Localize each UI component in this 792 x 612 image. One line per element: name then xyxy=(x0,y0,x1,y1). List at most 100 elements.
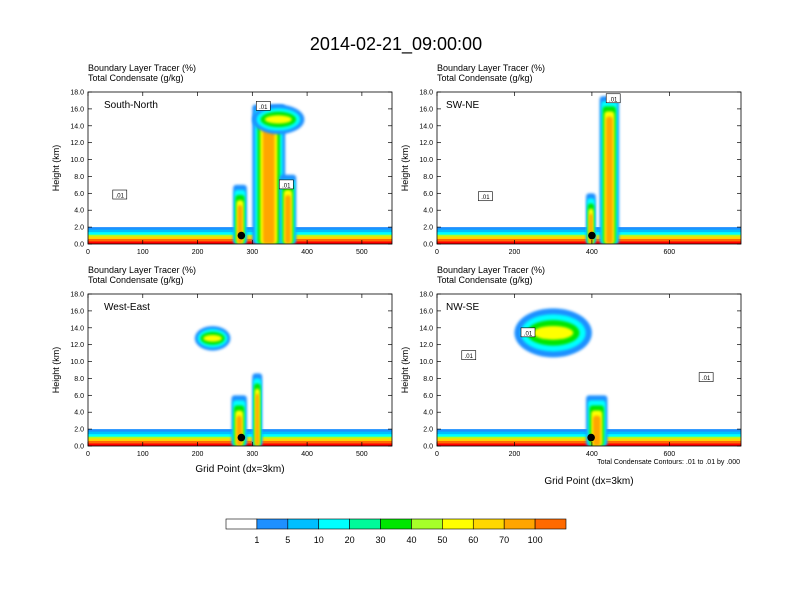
x-tick-label: 100 xyxy=(137,451,149,458)
plot-frame xyxy=(436,293,742,447)
panel-title: NW-SE xyxy=(446,302,479,313)
x-axis-label: Grid Point (dx=3km) xyxy=(195,464,284,475)
x-tick-label: 400 xyxy=(586,451,598,458)
y-tick-label: 8.0 xyxy=(423,174,433,181)
panel-subtitle-1: Boundary Layer Tracer (%) xyxy=(88,265,196,275)
plume-layer xyxy=(284,195,291,244)
plot-frame xyxy=(87,91,393,245)
colorbar-swatch xyxy=(225,518,258,530)
y-tick-label: 6.0 xyxy=(74,393,84,400)
y-tick-label: 14.0 xyxy=(70,325,84,332)
contour-label-box xyxy=(478,191,493,202)
colorbar-label: 1 xyxy=(254,535,259,545)
x-tick-label: 600 xyxy=(664,249,676,256)
y-tick-label: 2.0 xyxy=(423,225,433,232)
contour-label: .01 xyxy=(282,183,291,189)
x-tick-label: 400 xyxy=(586,249,598,256)
x-tick-label: 200 xyxy=(509,249,521,256)
x-tick-label: 200 xyxy=(509,451,521,458)
panel-title: South-North xyxy=(104,100,158,111)
y-tick-label: 8.0 xyxy=(74,174,84,181)
y-tick-label: 6.0 xyxy=(423,393,433,400)
panel-subtitle-1: Boundary Layer Tracer (%) xyxy=(88,63,196,73)
x-tick-label: 200 xyxy=(192,249,204,256)
x-tick-label: 0 xyxy=(435,451,439,458)
plot-area: .01 .01 0.0 2.0 4.0 6.0 8.0 10.0 12.0 14.0 16.0 18.… xyxy=(419,90,742,256)
plot-frame xyxy=(87,293,393,447)
y-tick-label: 18.0 xyxy=(419,292,433,299)
colorbar-label: 30 xyxy=(376,535,386,545)
plot-area: .01 .01 .01 0.0 2.0 4.0 6.0 8.0 10.0 12.0 14.0 16.0… xyxy=(70,90,393,256)
y-tick-label: 12.0 xyxy=(419,342,433,349)
plume-layer xyxy=(589,213,593,244)
anvil-layer xyxy=(533,325,574,340)
x-tick-label: 100 xyxy=(137,249,149,256)
y-tick-label: 0.0 xyxy=(423,444,433,451)
y-tick-label: 4.0 xyxy=(423,410,433,417)
y-tick-label: 14.0 xyxy=(70,123,84,130)
x-tick-label: 400 xyxy=(301,249,313,256)
colorbar-swatch xyxy=(256,518,289,530)
colorbar-label: 70 xyxy=(499,535,509,545)
x-tick-label: 300 xyxy=(246,451,258,458)
panel-subtitle-1: Boundary Layer Tracer (%) xyxy=(437,265,545,275)
y-tick-label: 0.0 xyxy=(74,242,84,249)
y-tick-label: 2.0 xyxy=(74,225,84,232)
y-tick-label: 14.0 xyxy=(419,123,433,130)
y-tick-label: 6.0 xyxy=(74,191,84,198)
surface-marker xyxy=(237,433,246,442)
y-tick-label: 18.0 xyxy=(419,90,433,97)
contour-label: .01 xyxy=(481,195,490,201)
y-tick-label: 2.0 xyxy=(74,427,84,434)
panel-title: SW-NE xyxy=(446,100,479,111)
plot-content xyxy=(88,326,392,446)
colorbar-label: 100 xyxy=(528,535,543,545)
colorbar-swatch xyxy=(411,518,443,530)
y-axis-label: Height (km) xyxy=(51,347,61,394)
x-tick-label: 400 xyxy=(301,451,313,458)
colorbar-label: 10 xyxy=(314,535,324,545)
figure-title: 2014-02-21_09:00:00 xyxy=(310,34,482,55)
y-tick-label: 4.0 xyxy=(74,208,84,215)
y-tick-label: 10.0 xyxy=(70,359,84,366)
colorbar-swatch xyxy=(349,518,381,530)
colorbar-label: 40 xyxy=(406,535,416,545)
plot-content xyxy=(437,96,741,244)
panel-subtitle-1: Boundary Layer Tracer (%) xyxy=(437,63,545,73)
y-tick-label: 8.0 xyxy=(74,376,84,383)
plume-layer xyxy=(236,415,242,446)
x-tick-label: 500 xyxy=(356,249,368,256)
y-tick-label: 14.0 xyxy=(419,325,433,332)
colorbar-swatch xyxy=(534,518,567,530)
y-tick-label: 4.0 xyxy=(423,208,433,215)
plot-content xyxy=(88,104,392,244)
colorbar-swatch xyxy=(472,518,505,530)
x-axis-label: Grid Point (dx=3km) xyxy=(544,476,633,487)
surface-marker xyxy=(587,433,595,442)
colorbar-label: 20 xyxy=(345,535,355,545)
colorbar-swatch xyxy=(287,518,320,530)
y-tick-label: 16.0 xyxy=(70,106,84,113)
y-tick-label: 8.0 xyxy=(423,376,433,383)
y-tick-label: 16.0 xyxy=(70,308,84,315)
y-tick-label: 6.0 xyxy=(423,191,433,198)
x-tick-label: 200 xyxy=(192,451,204,458)
x-tick-label: 0 xyxy=(435,249,439,256)
y-axis-label: Height (km) xyxy=(400,347,410,394)
contour-label-box xyxy=(461,350,477,360)
panel-west-east: Boundary Layer Tracer (%) Total Condensa… xyxy=(51,265,393,475)
y-tick-label: 18.0 xyxy=(70,292,84,299)
y-tick-label: 16.0 xyxy=(419,106,433,113)
surface-marker xyxy=(237,231,246,240)
plume-layer xyxy=(592,415,601,446)
plume-layer xyxy=(255,393,260,446)
y-tick-label: 0.0 xyxy=(423,242,433,249)
plot-area: 0.0 2.0 4.0 6.0 8.0 10.0 12.0 14.0 16.0 18.0 0 100 2… xyxy=(70,292,393,458)
colorbar-swatch xyxy=(442,518,474,530)
panel-south-north: Boundary Layer Tracer (%) Total Condensa… xyxy=(51,63,393,256)
colorbar-swatch xyxy=(503,518,536,530)
y-axis-label: Height (km) xyxy=(51,145,61,192)
y-tick-label: 2.0 xyxy=(423,427,433,434)
panel-subtitle-2: Total Condensate (g/kg) xyxy=(88,275,184,285)
